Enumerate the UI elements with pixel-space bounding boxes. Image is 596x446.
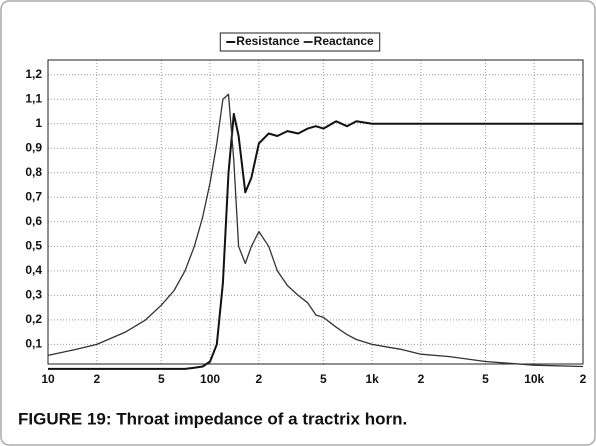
y-tick-label: 0,7 bbox=[25, 189, 42, 203]
y-tick-label: 0,2 bbox=[25, 312, 42, 326]
y-tick-label: 0,5 bbox=[25, 238, 42, 252]
x-tick-label: 5 bbox=[482, 372, 489, 386]
y-tick-label: 0,1 bbox=[25, 337, 42, 351]
y-tick-label: 0,6 bbox=[25, 214, 42, 228]
series-line bbox=[48, 112, 583, 370]
x-tick-label: 10 bbox=[41, 372, 55, 386]
y-tick-label: 0,9 bbox=[25, 140, 42, 154]
x-tick-label: 100 bbox=[200, 372, 220, 386]
x-tick-label: 5 bbox=[320, 372, 327, 386]
y-tick-label: 1 bbox=[35, 116, 42, 130]
legend-label: Reactance bbox=[314, 34, 374, 48]
x-tick-label: 10k bbox=[524, 372, 544, 386]
x-tick-label: 2 bbox=[418, 372, 425, 386]
legend-box bbox=[219, 32, 381, 52]
x-tick-label: 2 bbox=[93, 372, 100, 386]
plot-border bbox=[47, 59, 584, 365]
legend-label: Resistance bbox=[236, 34, 300, 48]
x-tick-label: 1k bbox=[365, 372, 379, 386]
y-tick-label: 1,2 bbox=[25, 67, 42, 81]
caption: FIGURE 19: Throat impedance of a tractri… bbox=[18, 409, 407, 428]
plot-area bbox=[48, 60, 583, 364]
series-line bbox=[47, 93, 584, 368]
x-tick-label: 2 bbox=[580, 372, 587, 386]
x-tick-label: 5 bbox=[158, 372, 165, 386]
y-tick-label: 1,1 bbox=[25, 91, 42, 105]
x-tick-label: 2 bbox=[256, 372, 263, 386]
y-tick-label: 0,3 bbox=[25, 288, 42, 302]
y-tick-label: 0,8 bbox=[25, 165, 42, 179]
y-tick-label: 0,4 bbox=[25, 263, 42, 277]
